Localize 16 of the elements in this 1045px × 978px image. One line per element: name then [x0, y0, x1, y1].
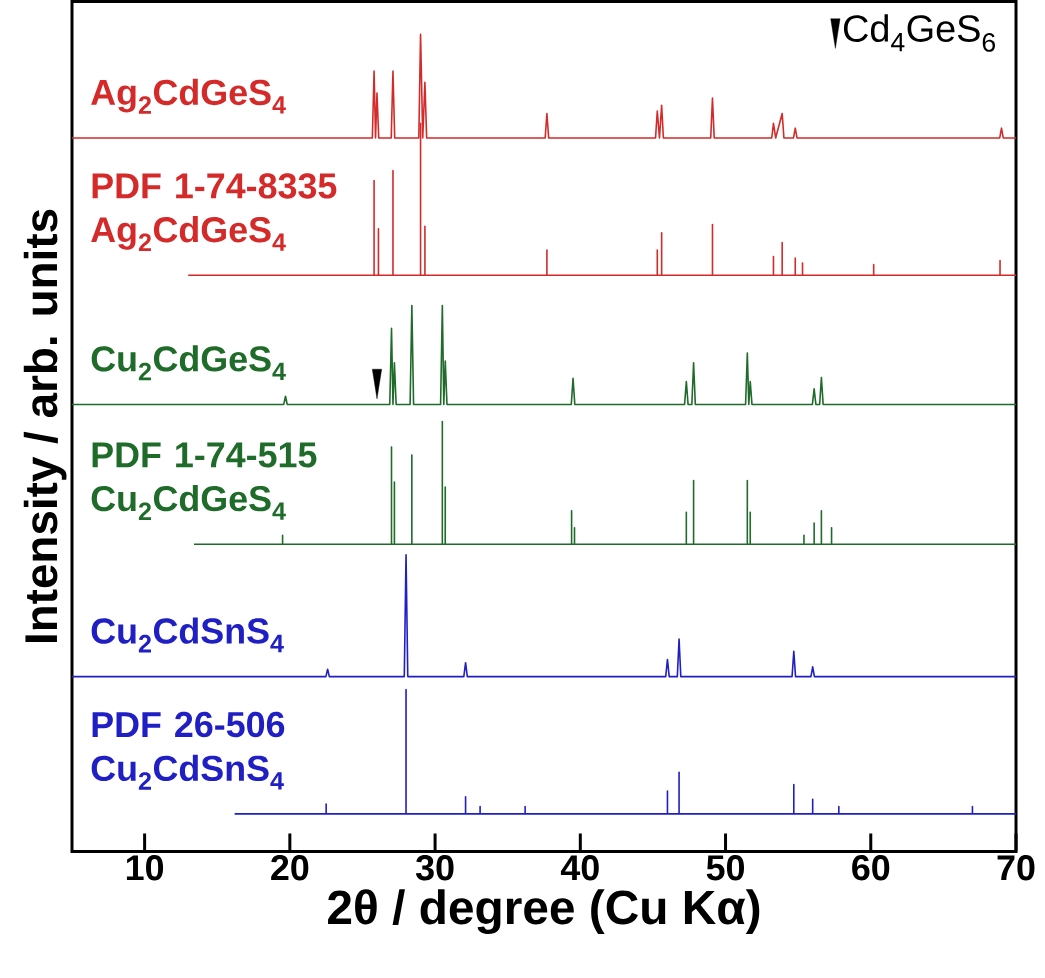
x-tick-label: 40	[560, 855, 599, 881]
x-tick-label: 30	[415, 855, 454, 881]
x-tick-label: 20	[271, 855, 309, 881]
series-label: Cu$_{2}$CdSnS$_{4}$	[91, 617, 284, 653]
y-axis-title: Intensity / arb. units	[23, 210, 67, 643]
series-label: PDF 1-74-8335 Ag$_{2}$CdGeS$_{4}$	[91, 173, 337, 252]
x-axis-title: 2θ / degree (Cu Kα)	[328, 889, 760, 935]
x-tick-label: 60	[852, 855, 890, 881]
series-label: PDF 26-506 Cu$_{2}$CdSnS$_{4}$	[91, 712, 285, 790]
series-label: Cu$_{2}$CdGeS$_{4}$	[91, 345, 286, 381]
x-tick-label: 70	[997, 855, 1035, 881]
series-label: Ag$_{2}$CdGeS$_{4}$	[91, 79, 286, 115]
x-tick-label: 10	[126, 855, 164, 881]
x-tick-label: 50	[706, 855, 745, 881]
legend-label: Cd$_{4}$GeS$_{6}$	[843, 14, 996, 53]
series-label: PDF 1-74-515 Cu$_{2}$CdGeS$_{4}$	[91, 442, 317, 521]
